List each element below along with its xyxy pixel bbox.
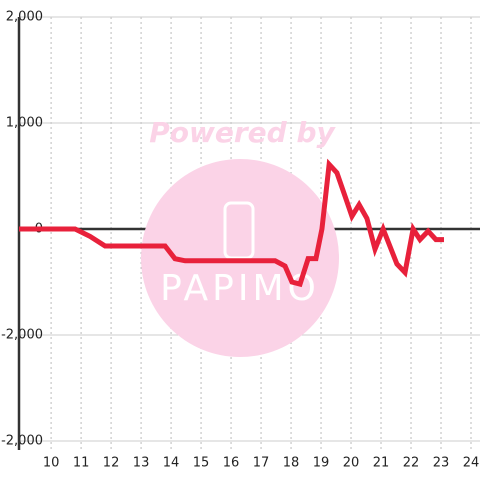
- x-tick-label: 22: [403, 456, 420, 471]
- x-tick-label: 20: [343, 456, 360, 471]
- x-tick-label: 17: [253, 456, 270, 471]
- x-tick-label: 13: [133, 456, 150, 471]
- x-tick-label: 24: [463, 456, 480, 471]
- watermark-text: Powered by: [149, 116, 336, 149]
- x-tick-label: 19: [313, 456, 330, 471]
- y-tick-label: -2,000: [1, 328, 43, 343]
- y-tick-label: -2,000: [1, 434, 43, 449]
- x-tick-label: 11: [73, 456, 90, 471]
- y-tick-label: 1,000: [6, 116, 43, 131]
- x-tick-label: 21: [373, 456, 390, 471]
- x-tick-label: 14: [163, 456, 180, 471]
- y-tick-label: 2,000: [6, 10, 43, 25]
- data-line: [19, 158, 445, 288]
- watermark-logo: PAPIMO: [160, 268, 320, 309]
- x-tick-label: 18: [283, 456, 300, 471]
- x-tick-label: 15: [193, 456, 210, 471]
- x-tick-label: 10: [43, 456, 60, 471]
- plot: 10 11 12 13 14 15 16 17 18 19 20 21 22 23 24 -2,000 -2,0…: [1, 10, 479, 471]
- x-tick-label: 12: [103, 456, 120, 471]
- watermark-icon: [223, 201, 255, 260]
- x-tick-label: 23: [433, 456, 450, 471]
- x-tick-label: 16: [223, 456, 240, 471]
